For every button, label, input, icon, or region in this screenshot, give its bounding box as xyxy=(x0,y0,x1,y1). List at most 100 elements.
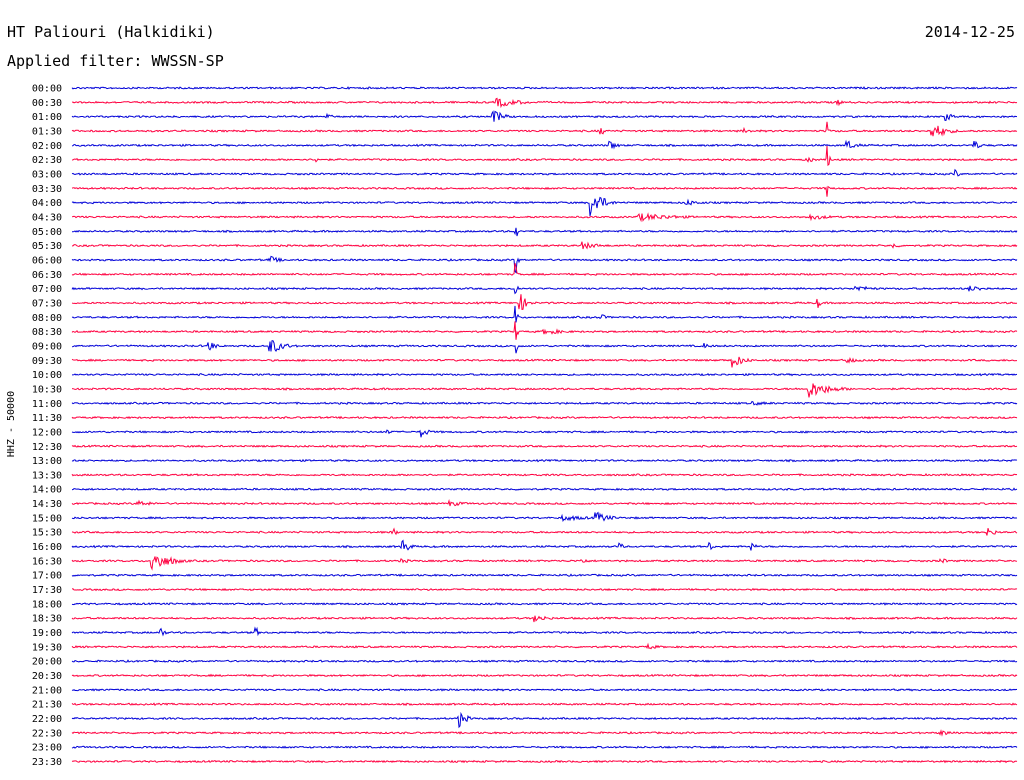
trace-line-4 xyxy=(71,139,1018,150)
trace-line-18 xyxy=(71,340,1018,354)
trace-line-36 xyxy=(71,602,1018,606)
trace-line-6 xyxy=(71,168,1018,177)
time-label: 05:30 xyxy=(32,241,62,252)
time-label: 08:00 xyxy=(32,313,62,324)
trace-line-20 xyxy=(72,372,1018,377)
time-label: 22:00 xyxy=(32,714,62,725)
time-label: 04:00 xyxy=(32,198,62,209)
time-label: 09:00 xyxy=(32,341,62,352)
trace-line-31 xyxy=(71,527,1018,536)
trace-line-45 xyxy=(71,729,1018,737)
time-label: 21:30 xyxy=(32,700,62,711)
time-label: 01:30 xyxy=(32,126,62,137)
trace-line-19 xyxy=(71,356,1018,368)
trace-line-24 xyxy=(71,429,1018,438)
trace-line-33 xyxy=(71,556,1018,571)
trace-line-23 xyxy=(71,415,1018,420)
trace-line-29 xyxy=(71,499,1018,507)
trace-line-7 xyxy=(71,185,1018,197)
trace-line-13 xyxy=(71,263,1018,277)
trace-line-26 xyxy=(71,458,1018,463)
trace-line-47 xyxy=(71,759,1018,764)
trace-line-9 xyxy=(71,212,1018,223)
time-label: 11:30 xyxy=(32,413,62,424)
trace-line-25 xyxy=(71,444,1018,449)
trace-line-5 xyxy=(71,146,1018,167)
trace-line-39 xyxy=(71,642,1018,650)
time-label: 06:30 xyxy=(32,270,62,281)
trace-line-44 xyxy=(71,711,1018,729)
time-label: 16:30 xyxy=(32,556,62,567)
time-label: 14:30 xyxy=(32,499,62,510)
trace-line-37 xyxy=(71,615,1018,623)
time-label: 16:00 xyxy=(32,542,62,553)
time-label: 00:30 xyxy=(32,98,62,109)
time-label: 15:30 xyxy=(32,528,62,539)
time-label: 01:00 xyxy=(32,112,62,123)
trace-line-41 xyxy=(71,673,1018,678)
time-label: 13:00 xyxy=(32,456,62,467)
trace-line-12 xyxy=(71,255,1018,274)
time-label: 10:30 xyxy=(32,384,62,395)
time-label: 20:30 xyxy=(32,671,62,682)
time-label: 09:30 xyxy=(32,356,62,367)
time-label: 14:00 xyxy=(32,485,62,496)
time-label: 04:30 xyxy=(32,212,62,223)
trace-line-2 xyxy=(71,110,1018,122)
time-label: 03:30 xyxy=(32,184,62,195)
trace-line-34 xyxy=(71,573,1018,577)
time-label: 08:30 xyxy=(32,327,62,338)
trace-line-15 xyxy=(71,294,1018,310)
trace-line-38 xyxy=(71,626,1018,637)
trace-line-46 xyxy=(71,745,1018,749)
trace-line-8 xyxy=(71,196,1018,217)
trace-line-21 xyxy=(71,383,1018,398)
time-label: 21:00 xyxy=(32,685,62,696)
time-label: 03:00 xyxy=(32,169,62,180)
time-label: 18:30 xyxy=(32,614,62,625)
trace-line-14 xyxy=(71,285,1018,295)
time-label: 23:30 xyxy=(32,757,62,768)
time-label: 17:00 xyxy=(32,571,62,582)
trace-line-16 xyxy=(71,305,1018,323)
trace-line-3 xyxy=(71,121,1018,137)
station-title: HT Paliouri (Halkidiki) xyxy=(7,23,215,41)
trace-line-0 xyxy=(71,86,1018,90)
time-label: 05:00 xyxy=(32,227,62,238)
chart-date: 2014-12-25 xyxy=(925,23,1015,41)
time-label: 12:30 xyxy=(32,442,62,453)
time-label: 07:00 xyxy=(32,284,62,295)
time-label: 10:00 xyxy=(32,370,62,381)
time-label: 02:30 xyxy=(32,155,62,166)
trace-line-28 xyxy=(71,487,1018,492)
trace-line-27 xyxy=(71,473,1018,477)
time-label: 06:00 xyxy=(32,255,62,266)
time-label: 07:30 xyxy=(32,298,62,309)
trace-rows: 00:00 00:30 01:00 01:30 02:00 02:30 03:00 03:30… xyxy=(32,84,1018,768)
trace-line-1 xyxy=(71,97,1018,109)
time-label: 18:00 xyxy=(32,599,62,610)
trace-line-30 xyxy=(71,511,1018,523)
time-label: 17:30 xyxy=(32,585,62,596)
time-label: 20:00 xyxy=(32,657,62,668)
time-label: 11:00 xyxy=(32,399,62,410)
time-label: 23:00 xyxy=(32,743,62,754)
trace-line-40 xyxy=(71,659,1018,663)
time-label: 02:00 xyxy=(32,141,62,152)
time-label: 15:00 xyxy=(32,513,62,524)
time-label: 19:30 xyxy=(32,642,62,653)
trace-line-11 xyxy=(71,241,1018,250)
trace-line-42 xyxy=(71,688,1018,692)
trace-line-10 xyxy=(71,227,1018,237)
trace-line-32 xyxy=(71,539,1018,551)
time-label: 00:00 xyxy=(32,84,62,95)
time-label: 19:00 xyxy=(32,628,62,639)
time-label: 13:30 xyxy=(32,470,62,481)
trace-line-35 xyxy=(71,587,1018,592)
y-axis-label: HHZ - 50000 xyxy=(6,391,17,457)
time-label: 12:00 xyxy=(32,427,62,438)
trace-line-17 xyxy=(71,321,1018,340)
time-label: 22:30 xyxy=(32,728,62,739)
trace-line-43 xyxy=(71,702,1018,707)
